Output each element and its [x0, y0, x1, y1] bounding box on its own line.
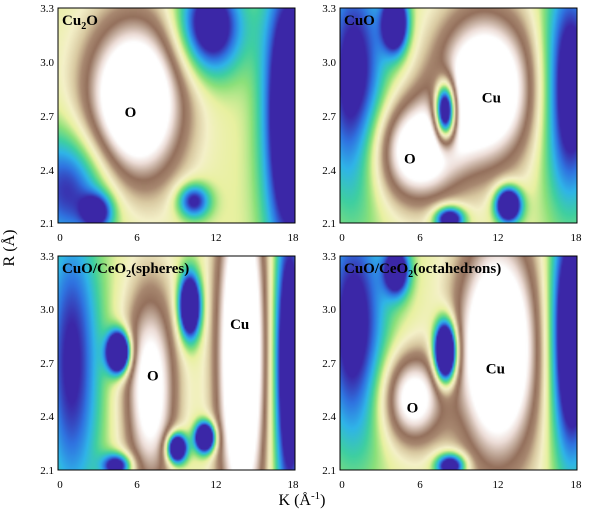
panel-3-xtick: 18	[288, 479, 300, 491]
panel-2-xtick: 18	[571, 232, 583, 244]
panel-2-heatmap	[340, 8, 577, 223]
panel-1-annotation-o: O	[125, 105, 137, 121]
panel-3-frame	[57, 255, 296, 471]
panel-4: CuO/CeO2(octahedrons) O Cu 2.1 2.4 2.7 3…	[322, 251, 582, 491]
panel-1-xtick: 0	[57, 232, 63, 244]
panel-1-ytick: 3.0	[40, 57, 54, 69]
panel-2-yticks: 2.1 2.4 2.7 3.0 3.3	[322, 3, 336, 230]
panel-4-ytick: 3.0	[322, 304, 336, 316]
panel-2: CuO O Cu 2.1 2.4 2.7 3.0 3.3 0 6 12 18	[322, 3, 582, 244]
panel-3-annotation-o: O	[147, 369, 159, 385]
y-axis-label: R (Å)	[0, 230, 18, 267]
panel-4-ytick: 2.7	[322, 358, 336, 370]
panel-4-xtick: 6	[417, 479, 423, 491]
panel-3-ytick: 2.7	[40, 358, 54, 370]
panel-4-ytick: 2.1	[322, 465, 336, 477]
panel-1-ytick: 2.4	[40, 165, 54, 177]
panel-2-title: CuO	[344, 13, 375, 29]
panel-1-ytick: 2.7	[40, 111, 54, 123]
panel-4-heatmap	[340, 256, 577, 470]
panel-4-ytick: 3.3	[322, 251, 336, 263]
panel-2-xtick: 6	[417, 232, 423, 244]
panel-4-ytick: 2.4	[322, 411, 336, 423]
panel-1-xtick: 6	[134, 232, 140, 244]
panel-2-ytick: 3.0	[322, 57, 336, 69]
panel-2-annotation-cu: Cu	[482, 91, 501, 107]
panel-1-xtick: 18	[288, 232, 300, 244]
panel-3-xtick: 0	[57, 479, 63, 491]
panel-3-annotation-cu: Cu	[230, 317, 249, 333]
panel-1-yticks: 2.1 2.4 2.7 3.0 3.3	[40, 3, 54, 230]
panel-3-title: CuO/CeO2(spheres)	[62, 261, 189, 280]
panel-4-title: CuO/CeO2(octahedrons)	[344, 261, 501, 280]
panel-4-xtick: 18	[571, 479, 583, 491]
panel-1-xticks: 0 6 12 18	[57, 232, 299, 244]
panel-3-xtick: 6	[134, 479, 140, 491]
panel-3-xticks: 0 6 12 18	[57, 479, 299, 491]
panel-4-annotation-o: O	[407, 401, 419, 417]
panel-3-yticks: 2.1 2.4 2.7 3.0 3.3	[40, 251, 54, 477]
panel-3-heatmap	[58, 256, 295, 470]
panel-3: CuO/CeO2(spheres) O Cu 2.1 2.4 2.7 3.0 3…	[40, 251, 299, 491]
panel-3-ytick: 3.0	[40, 304, 54, 316]
panel-2-ytick: 2.1	[322, 218, 336, 230]
panel-4-xtick: 0	[339, 479, 345, 491]
panel-4-annotation-cu: Cu	[486, 361, 505, 377]
panel-2-xtick: 12	[493, 232, 504, 244]
panel-2-xticks: 0 6 12 18	[339, 232, 582, 244]
panel-2-frame	[339, 7, 578, 224]
panel-1: Cu2O O 2.1 2.4 2.7 3.0 3.3 0 6 12 18	[40, 3, 299, 244]
panel-3-xtick: 12	[211, 479, 222, 491]
panel-1-title: Cu2O	[62, 13, 98, 32]
panel-2-xtick: 0	[339, 232, 345, 244]
panel-3-ytick: 2.1	[40, 465, 54, 477]
x-axis-label: K (Å-1)	[279, 490, 326, 509]
panel-1-frame	[57, 7, 296, 224]
panel-2-ytick: 3.3	[322, 3, 336, 15]
panel-1-ytick: 2.1	[40, 218, 54, 230]
panel-4-xticks: 0 6 12 18	[339, 479, 582, 491]
panel-4-yticks: 2.1 2.4 2.7 3.0 3.3	[322, 251, 336, 477]
panel-2-ytick: 2.7	[322, 111, 336, 123]
panel-1-xtick: 12	[211, 232, 222, 244]
panel-4-xtick: 12	[493, 479, 504, 491]
panel-1-ytick: 3.3	[40, 3, 54, 15]
panel-4-frame	[339, 255, 578, 471]
panel-3-ytick: 2.4	[40, 411, 54, 423]
panel-2-annotation-o: O	[404, 152, 416, 168]
panel-3-ytick: 3.3	[40, 251, 54, 263]
panel-2-ytick: 2.4	[322, 165, 336, 177]
panel-1-heatmap	[58, 8, 295, 223]
